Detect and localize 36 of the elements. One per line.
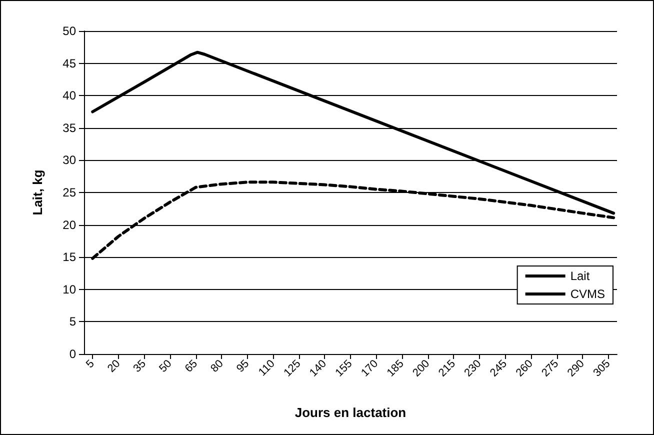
x-tick-label: 155 (333, 358, 355, 380)
y-tick-label: 0 (69, 347, 76, 361)
x-tick-label: 275 (540, 358, 562, 380)
x-tick-label: 140 (308, 358, 329, 380)
legend-label: Lait (570, 269, 590, 283)
x-tick-label: 125 (282, 358, 304, 380)
y-tick-label: 45 (62, 56, 76, 70)
y-tick-label: 30 (62, 153, 76, 168)
x-tick-label: 80 (208, 358, 226, 375)
x-tick-label: 305 (591, 358, 613, 380)
y-tick-label: 40 (62, 88, 76, 103)
x-tick-label: 110 (256, 358, 278, 379)
y-tick-label: 15 (62, 250, 76, 264)
x-axis-title: Jours en lactation (294, 405, 406, 420)
x-tick-label: 5 (84, 358, 97, 371)
y-axis-title: Lait, kg (30, 170, 45, 216)
x-tick-label: 65 (182, 358, 200, 375)
x-tick-label: 260 (514, 358, 536, 380)
y-tick-label: 5 (69, 314, 76, 329)
x-tick-label: 290 (565, 358, 587, 380)
y-tick-label: 20 (62, 218, 76, 232)
y-tick-label: 50 (62, 24, 76, 38)
x-tick-label: 170 (359, 358, 381, 380)
x-tick-label: 50 (157, 358, 174, 375)
y-tick-label: 35 (62, 120, 76, 135)
x-tick-label: 35 (131, 358, 148, 375)
y-tick-label: 10 (62, 282, 76, 296)
legend-label: CVMS (570, 287, 605, 301)
y-tick-label: 25 (62, 186, 76, 200)
x-tick-label: 230 (462, 358, 484, 380)
x-tick-label: 185 (384, 358, 406, 380)
x-tick-label: 215 (436, 358, 458, 380)
x-tick-label: 20 (106, 358, 123, 375)
x-tick-label: 245 (488, 358, 510, 380)
x-tick-label: 200 (410, 358, 432, 380)
x-tick-label: 95 (234, 358, 252, 375)
